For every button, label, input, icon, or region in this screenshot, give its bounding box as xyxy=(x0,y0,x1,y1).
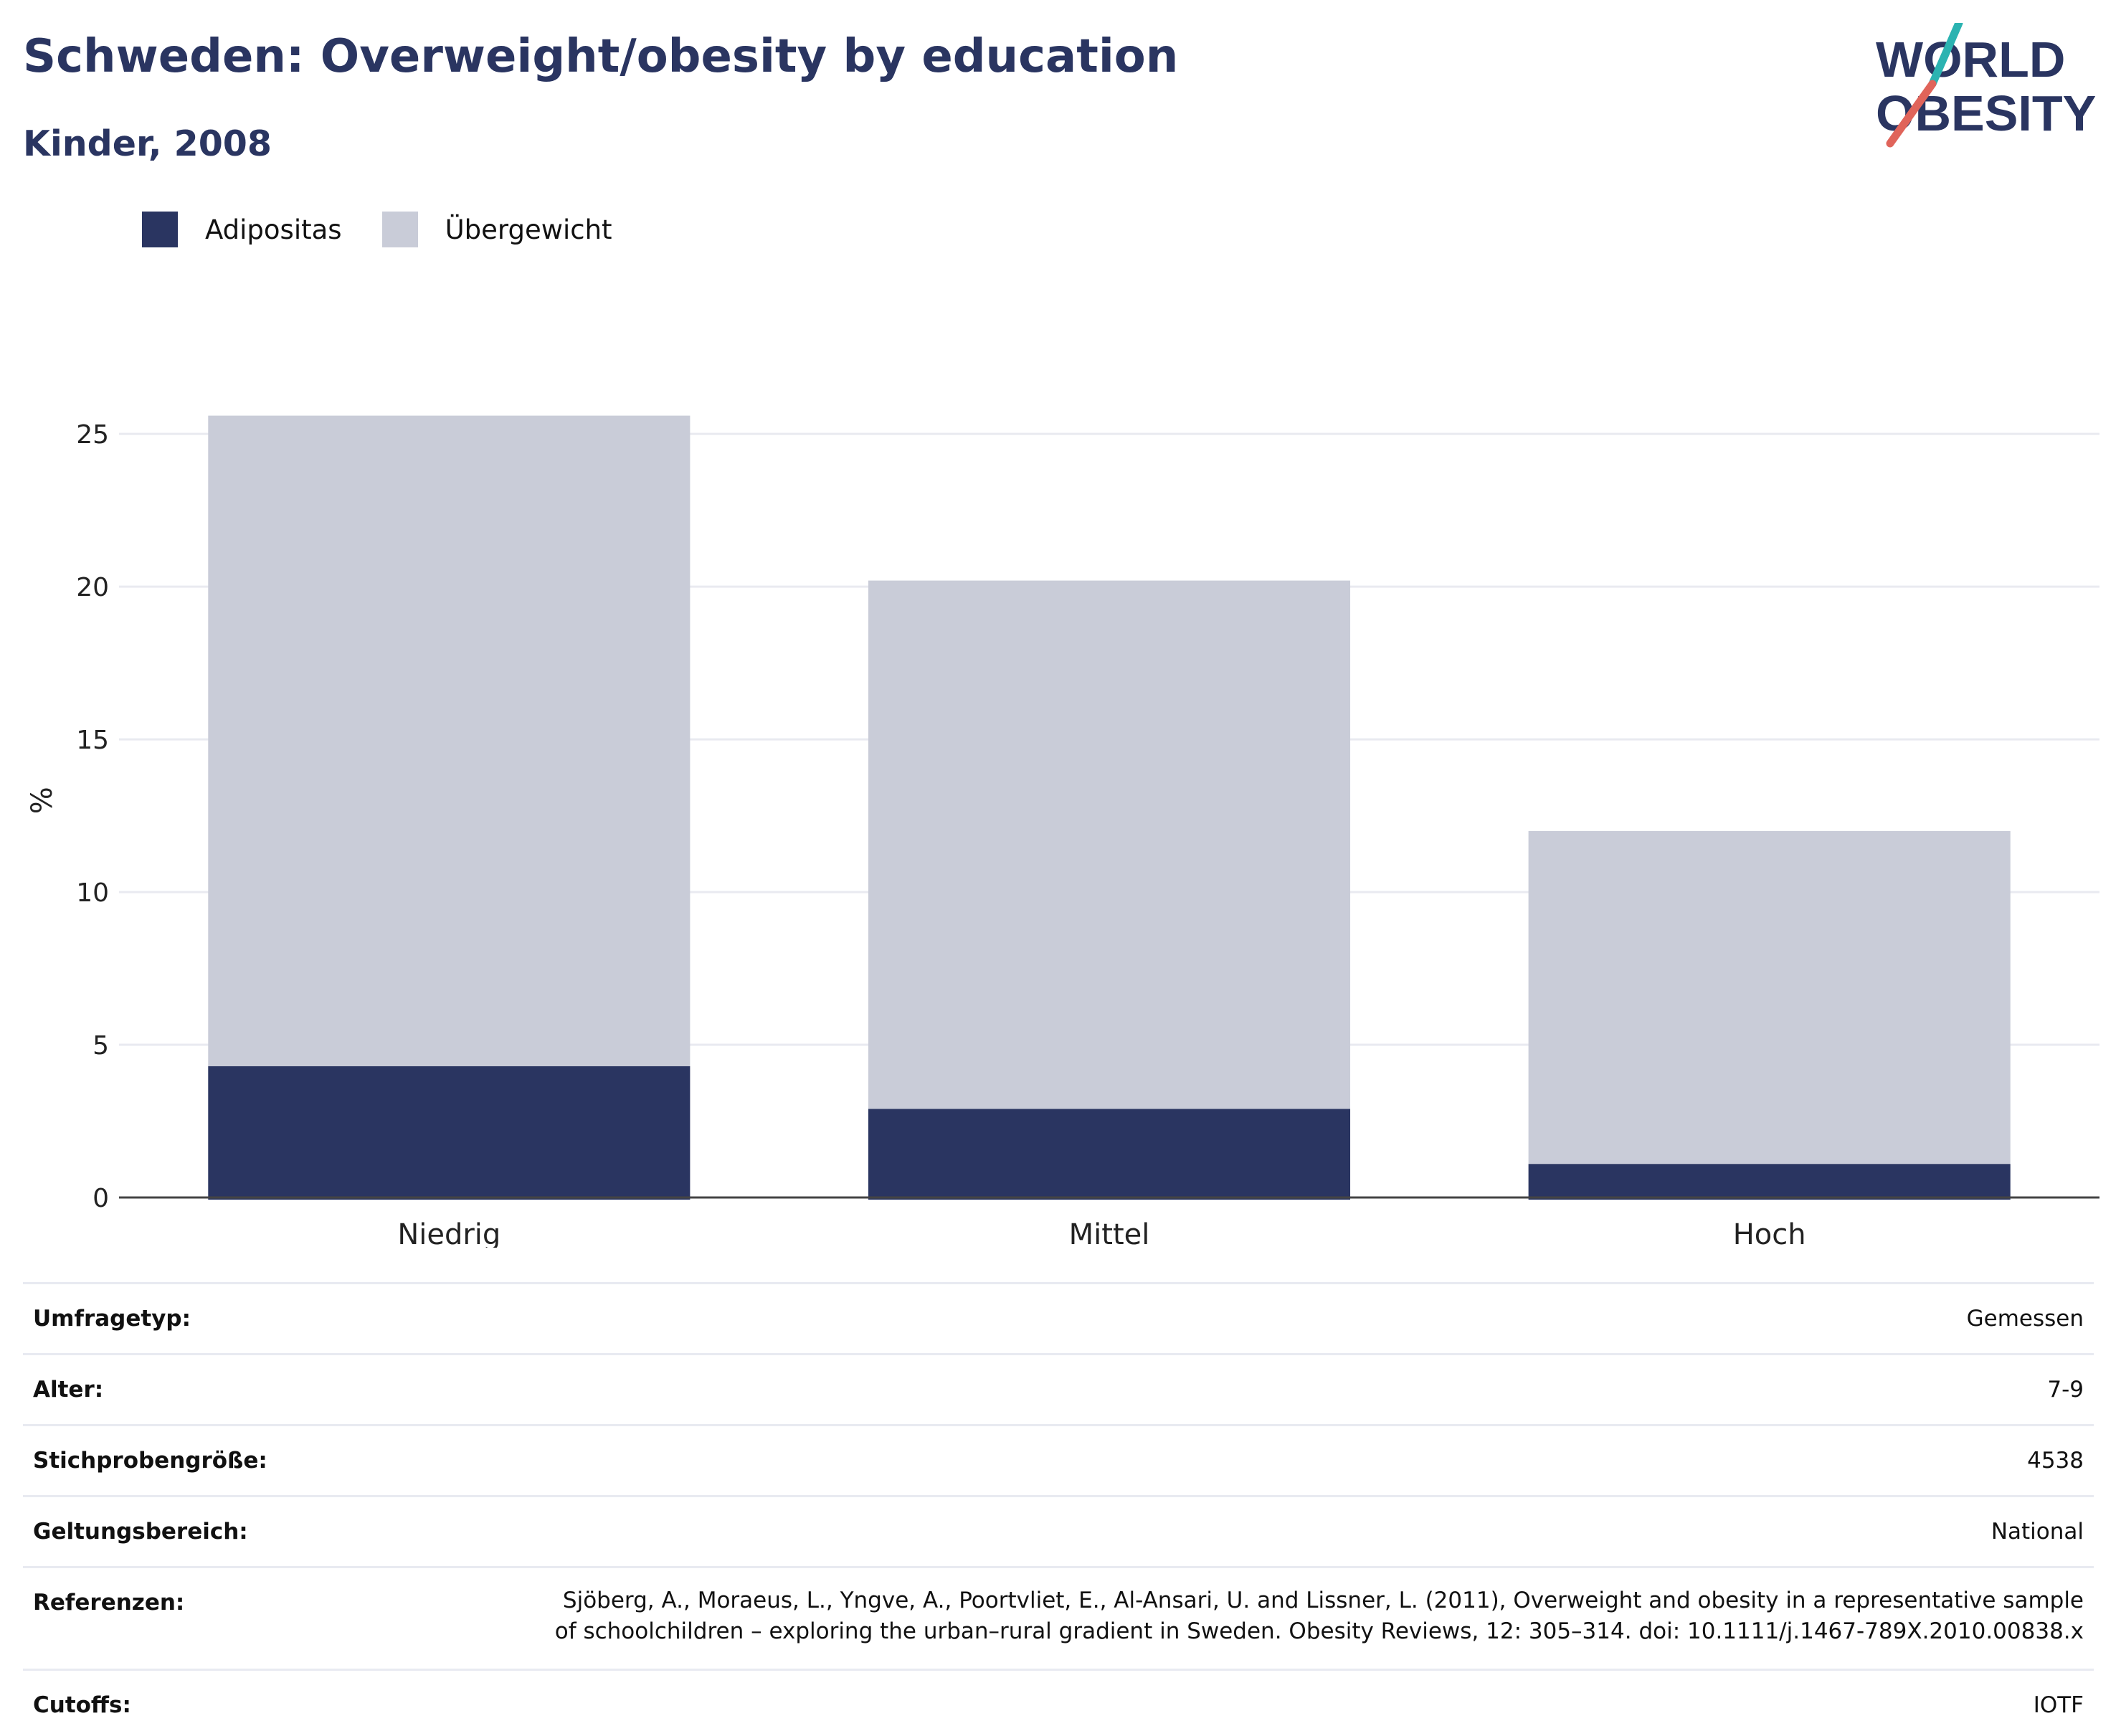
legend-label-uebergewicht: Übergewicht xyxy=(445,214,612,245)
y-tick-label: 15 xyxy=(76,726,109,755)
bar-adipositas-mittel xyxy=(868,1109,1351,1200)
info-row-survey-type: Umfragetyp: Gemessen xyxy=(23,1282,2094,1353)
info-row-scope: Geltungsbereich: National xyxy=(23,1495,2094,1566)
x-tick-label: Niedrig xyxy=(397,1218,500,1248)
info-row-references: Referenzen: Sjöberg, A., Moraeus, L., Yn… xyxy=(23,1566,2094,1669)
info-label: Umfragetyp: xyxy=(33,1306,191,1332)
stacked-bar-chart: 0 5 10 15 20 25% Niedrig Mittel Hoch xyxy=(26,415,2099,1248)
info-label: Stichprobengröße: xyxy=(33,1448,267,1474)
info-row-sample-size: Stichprobengröße: 4538 xyxy=(23,1424,2094,1495)
legend-item-adipositas[interactable]: Adipositas xyxy=(142,212,342,247)
legend-swatch-uebergewicht xyxy=(381,212,418,247)
bar-adipositas-niedrig xyxy=(208,1066,691,1200)
info-label: Geltungsbereich: xyxy=(33,1519,248,1545)
chart-legend: Adipositas Übergewicht xyxy=(142,212,653,247)
info-label: Alter: xyxy=(33,1377,104,1403)
info-label: Referenzen: xyxy=(33,1590,185,1616)
info-value: 7-9 xyxy=(2047,1377,2084,1403)
info-value: National xyxy=(1990,1519,2084,1545)
legend-swatch-adipositas xyxy=(142,212,178,247)
info-value: IOTF xyxy=(2033,1692,2084,1718)
y-tick-label: 5 xyxy=(92,1031,109,1061)
info-value: Gemessen xyxy=(1966,1306,2084,1332)
y-tick-label: 25 xyxy=(76,420,109,450)
logo-text-world: WORLD xyxy=(1876,32,2065,87)
bar-uebergewicht-hoch xyxy=(1528,830,2011,1165)
bar-adipositas-hoch xyxy=(1528,1164,2011,1200)
page-title: Schweden: Overweight/obesity by educatio… xyxy=(23,30,1179,83)
world-obesity-logo: WORLD OBESITY xyxy=(1876,23,2096,148)
bar-uebergewicht-mittel xyxy=(868,580,1351,1109)
info-value: 4538 xyxy=(2027,1448,2084,1474)
page-subtitle: Kinder, 2008 xyxy=(23,123,272,164)
info-value-reference: Sjöberg, A., Moraeus, L., Yngve, A., Poo… xyxy=(554,1588,2084,1644)
info-row-cutoffs: Cutoffs: IOTF xyxy=(23,1669,2094,1736)
y-axis-label: % xyxy=(26,787,59,814)
info-label: Cutoffs: xyxy=(33,1692,131,1718)
bar-uebergewicht-niedrig xyxy=(208,415,691,1066)
y-tick-label: 0 xyxy=(92,1184,109,1213)
legend-item-uebergewicht[interactable]: Übergewicht xyxy=(381,212,612,247)
logo-slash-bottom xyxy=(1886,80,1937,148)
info-table: Umfragetyp: Gemessen Alter: 7-9 Stichpro… xyxy=(23,1282,2094,1736)
y-tick-label: 10 xyxy=(76,878,109,908)
info-row-age: Alter: 7-9 xyxy=(23,1353,2094,1424)
legend-label-adipositas: Adipositas xyxy=(205,214,342,245)
x-tick-label: Hoch xyxy=(1733,1218,1806,1248)
x-tick-label: Mittel xyxy=(1069,1218,1150,1248)
logo-slash-top xyxy=(1928,23,1963,88)
y-tick-label: 20 xyxy=(76,573,109,602)
